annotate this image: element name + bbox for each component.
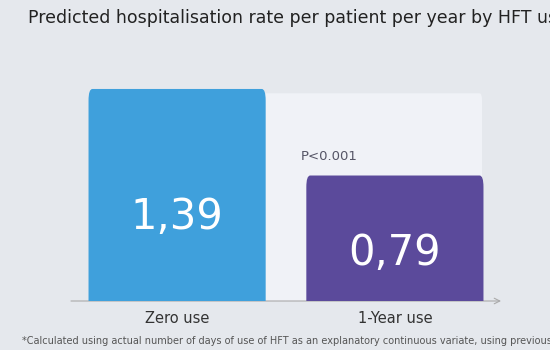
FancyBboxPatch shape [89, 89, 266, 313]
Text: 0,79: 0,79 [349, 232, 441, 274]
Text: Zero use: Zero use [145, 311, 210, 326]
FancyBboxPatch shape [306, 175, 483, 313]
Text: 1,39: 1,39 [131, 196, 223, 238]
Text: *Calculated using actual number of days of use of HFT as an explanatory continuo: *Calculated using actual number of days … [22, 336, 550, 346]
Text: P<0.001: P<0.001 [300, 150, 358, 163]
FancyBboxPatch shape [90, 93, 482, 308]
Text: Predicted hospitalisation rate per patient per year by HFT usage6*: Predicted hospitalisation rate per patie… [28, 9, 550, 27]
Text: 1-Year use: 1-Year use [358, 311, 432, 326]
